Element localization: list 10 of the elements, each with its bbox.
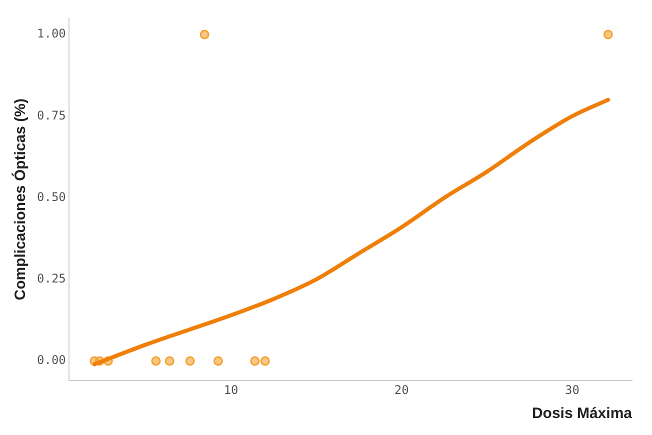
x-tick-label: 10 (224, 382, 238, 397)
y-tick-label: 0.75 (36, 108, 66, 122)
y-tick-label: 1.00 (36, 26, 66, 41)
x-tick-label: 30 (565, 382, 580, 397)
y-tick-label: 0.25 (36, 272, 66, 286)
y-tick-label: 0.50 (36, 190, 66, 204)
x-axis-title: Dosis Máxima (532, 405, 633, 422)
y-axis-title: Complicaciones Ópticas (%) (11, 98, 30, 300)
y-tick-label: 0.00 (36, 353, 66, 368)
x-tick-label: 20 (394, 382, 409, 397)
